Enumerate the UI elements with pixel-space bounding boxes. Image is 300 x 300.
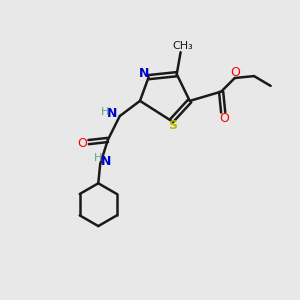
Text: O: O (78, 137, 88, 150)
Text: H: H (101, 106, 109, 117)
Text: N: N (139, 67, 149, 80)
Text: N: N (107, 106, 118, 120)
Text: O: O (230, 66, 240, 79)
Text: O: O (220, 112, 230, 125)
Text: H: H (94, 153, 102, 163)
Text: CH₃: CH₃ (172, 41, 193, 51)
Text: S: S (168, 119, 177, 132)
Text: N: N (101, 154, 111, 168)
